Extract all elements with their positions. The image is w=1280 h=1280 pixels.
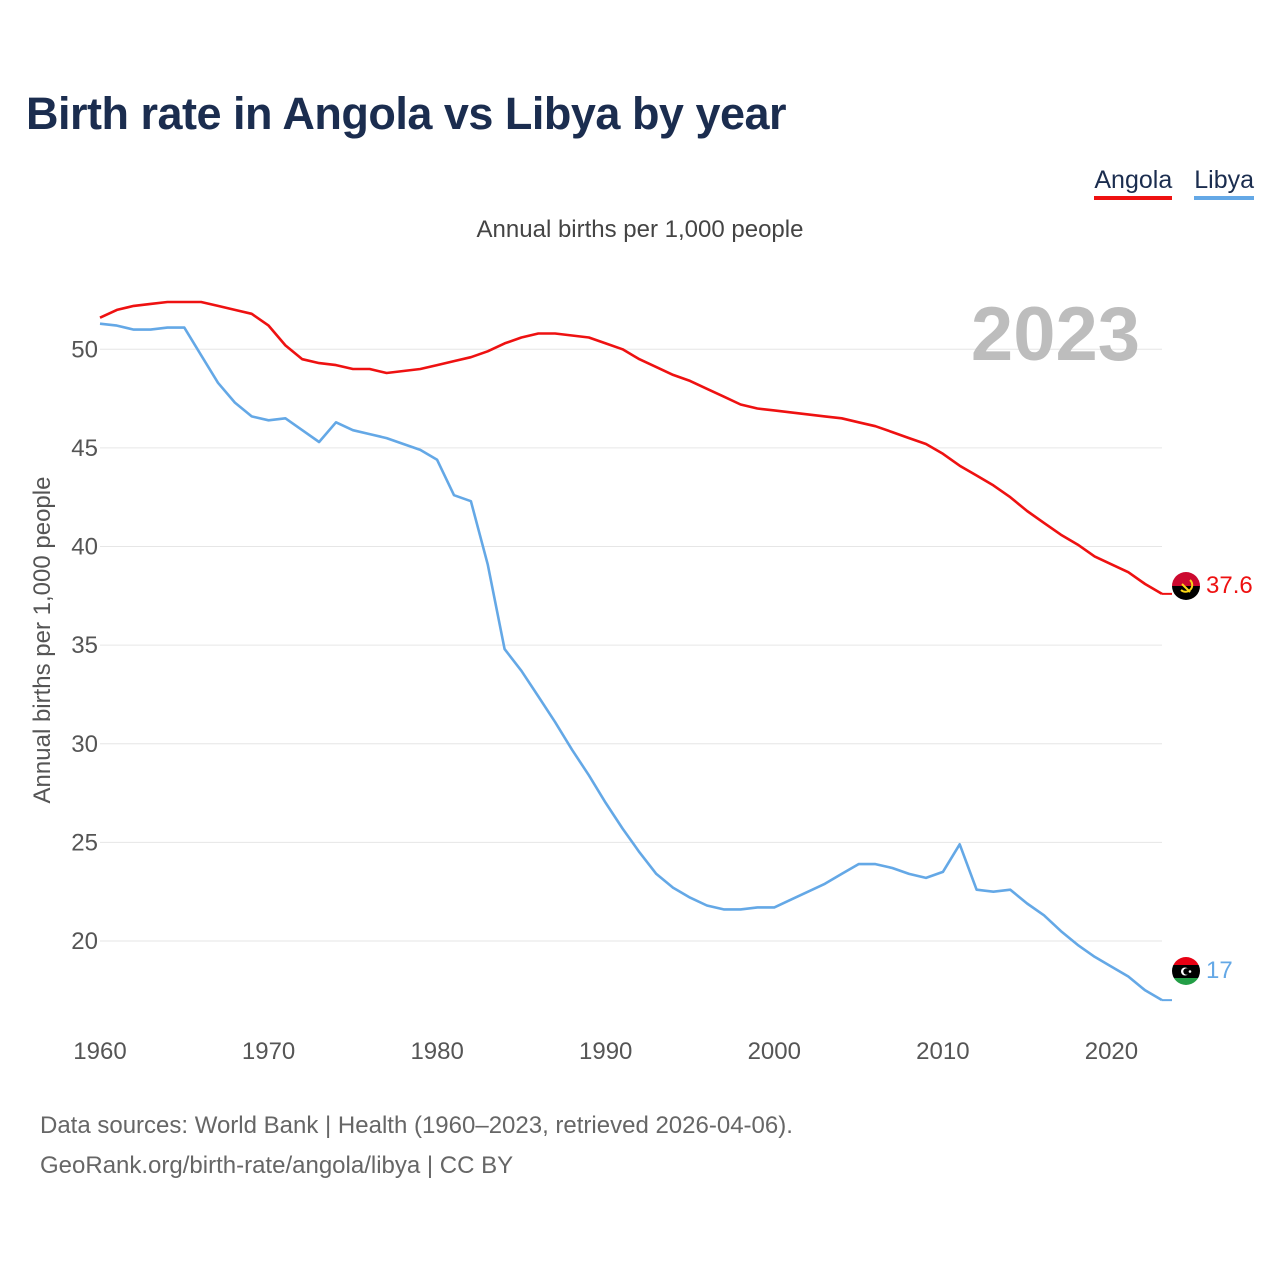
y-tick-label: 40	[71, 534, 98, 561]
legend-item-angola[interactable]: Angola	[1094, 166, 1173, 200]
y-tick-label: 50	[71, 336, 98, 363]
series-line-libya[interactable]	[99, 322, 1163, 1002]
x-tick-label: 1980	[410, 1038, 463, 1065]
source-link[interactable]: GeoRank.org/birth-rate/angola/libya | CC…	[40, 1152, 514, 1179]
x-tick-label: 2010	[916, 1038, 969, 1065]
libya-flag-icon	[1172, 957, 1200, 985]
x-tick-label: 1990	[579, 1038, 632, 1065]
x-tick-label: 2000	[748, 1038, 801, 1065]
chart-title: Birth rate in Angola vs Libya by year	[26, 88, 787, 139]
chart-subtitle: Annual births per 1,000 people	[476, 216, 804, 243]
x-tick-label: 2020	[1085, 1038, 1138, 1065]
y-axis-label: Annual births per 1,000 people	[29, 477, 56, 804]
y-tick-label: 35	[71, 632, 98, 659]
angola-flag-icon	[1172, 572, 1200, 600]
libya-end-value: 17	[1206, 957, 1233, 984]
legend-item-libya[interactable]: Libya	[1194, 166, 1254, 200]
y-tick-label: 25	[71, 829, 98, 856]
year-overlay: 2023	[971, 292, 1140, 377]
footer: Data sources: World Bank | Health (1960–…	[40, 1106, 793, 1186]
x-tick-label: 1970	[242, 1038, 295, 1065]
y-tick-label: 45	[71, 435, 98, 462]
y-tick-label: 30	[71, 731, 98, 758]
data-source-note: Data sources: World Bank | Health (1960–…	[40, 1112, 793, 1139]
series-line-angola[interactable]	[99, 300, 1163, 596]
legend: Angola Libya	[1094, 166, 1254, 200]
y-tick-label: 20	[71, 928, 98, 955]
x-tick-label: 1960	[73, 1038, 126, 1065]
angola-end-value: 37.6	[1206, 572, 1253, 599]
